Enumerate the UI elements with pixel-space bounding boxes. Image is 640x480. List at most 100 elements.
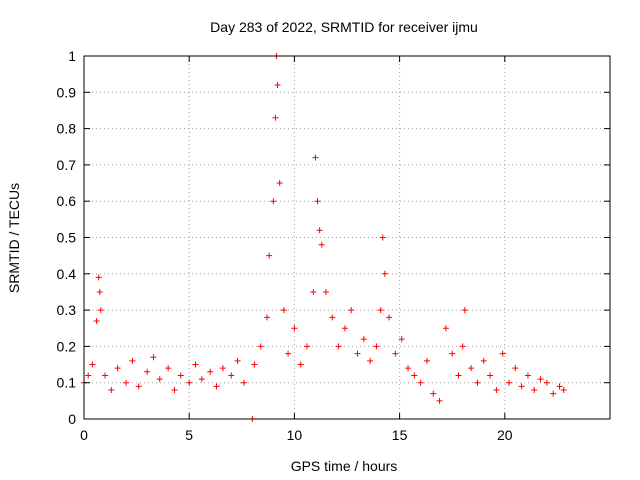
plot-frame <box>83 55 611 420</box>
data-point <box>285 350 292 357</box>
tick-labels-layer: 00.10.20.30.40.50.60.70.80.910 5 10 15 20 <box>57 48 513 443</box>
data-point <box>156 376 163 383</box>
data-point <box>459 343 466 350</box>
data-point <box>312 154 319 161</box>
data-point <box>251 361 258 368</box>
data-point <box>228 372 235 379</box>
data-point <box>266 252 273 259</box>
data-point <box>556 383 563 390</box>
data-point <box>85 372 92 379</box>
y-tick-label: 0.5 <box>57 230 77 246</box>
data-point <box>213 383 220 390</box>
x-tick-label: 10 <box>287 427 303 443</box>
data-point <box>442 325 449 332</box>
data-point <box>386 314 393 321</box>
data-points-layer <box>81 53 567 422</box>
data-point <box>114 365 121 372</box>
data-point <box>171 386 178 393</box>
data-point <box>276 180 283 187</box>
data-point <box>377 307 384 314</box>
data-point <box>468 365 475 372</box>
data-point <box>480 357 487 364</box>
y-axis-title: SRMTID / TECUs <box>6 183 22 293</box>
data-point <box>135 383 142 390</box>
data-point <box>316 227 323 234</box>
data-point <box>257 343 264 350</box>
data-point <box>449 350 456 357</box>
chart-title: Day 283 of 2022, SRMTID for receiver ijm… <box>210 19 478 35</box>
data-point <box>219 365 226 372</box>
data-point <box>329 314 336 321</box>
data-point <box>234 357 241 364</box>
data-point <box>280 307 287 314</box>
x-tick-label: 15 <box>392 427 408 443</box>
y-tick-label: 0.7 <box>57 157 77 173</box>
data-point <box>487 372 494 379</box>
data-point <box>493 386 500 393</box>
data-point <box>423 357 430 364</box>
data-point <box>436 397 443 404</box>
data-point <box>264 314 271 321</box>
data-point <box>108 386 115 393</box>
data-point <box>304 343 311 350</box>
data-point <box>367 357 374 364</box>
data-point <box>314 198 321 205</box>
x-tick-label: 0 <box>80 427 88 443</box>
data-point <box>144 368 151 375</box>
data-point <box>322 288 329 295</box>
data-point <box>274 82 281 89</box>
y-tick-label: 0.3 <box>57 302 77 318</box>
y-tick-label: 0.4 <box>57 266 77 282</box>
data-point <box>95 274 102 281</box>
y-tick-label: 0 <box>68 411 76 427</box>
data-point <box>381 270 388 277</box>
data-point <box>430 390 437 397</box>
data-point <box>474 379 481 386</box>
x-tick-label: 5 <box>185 427 193 443</box>
data-point <box>360 336 367 343</box>
data-point <box>207 368 214 375</box>
data-point <box>379 234 386 241</box>
data-point <box>291 325 298 332</box>
data-point <box>531 386 538 393</box>
data-point <box>348 307 355 314</box>
y-tick-label: 0.9 <box>57 84 77 100</box>
grid-layer <box>84 56 610 419</box>
data-point <box>177 372 184 379</box>
data-point <box>310 288 317 295</box>
data-point <box>512 365 519 372</box>
data-point <box>524 372 531 379</box>
data-point <box>398 336 405 343</box>
data-point <box>270 198 277 205</box>
data-point <box>93 317 100 324</box>
y-tick-label: 0.2 <box>57 338 77 354</box>
data-point <box>89 361 96 368</box>
y-tick-label: 1 <box>68 48 76 64</box>
data-point <box>411 372 418 379</box>
data-point <box>335 343 342 350</box>
y-tick-label: 0.6 <box>57 193 77 209</box>
data-point <box>272 114 279 121</box>
data-point <box>405 365 412 372</box>
y-tick-label: 0.1 <box>57 375 77 391</box>
data-point <box>373 343 380 350</box>
data-point <box>341 325 348 332</box>
data-point <box>354 350 361 357</box>
data-point <box>455 372 462 379</box>
data-point <box>318 241 325 248</box>
x-tick-label: 20 <box>497 427 513 443</box>
data-point <box>198 376 205 383</box>
ticks-layer <box>83 55 610 420</box>
data-point <box>186 379 193 386</box>
data-point <box>560 386 567 393</box>
data-point <box>417 379 424 386</box>
data-point <box>96 288 103 295</box>
data-point <box>543 379 550 386</box>
data-point <box>240 379 247 386</box>
data-point <box>123 379 130 386</box>
data-point <box>518 383 525 390</box>
data-point <box>192 361 199 368</box>
data-point <box>461 307 468 314</box>
data-point <box>97 307 104 314</box>
